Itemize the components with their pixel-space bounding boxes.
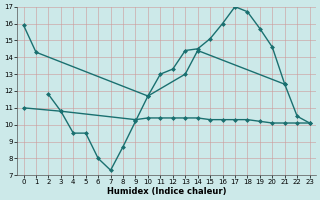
X-axis label: Humidex (Indice chaleur): Humidex (Indice chaleur) bbox=[107, 187, 226, 196]
